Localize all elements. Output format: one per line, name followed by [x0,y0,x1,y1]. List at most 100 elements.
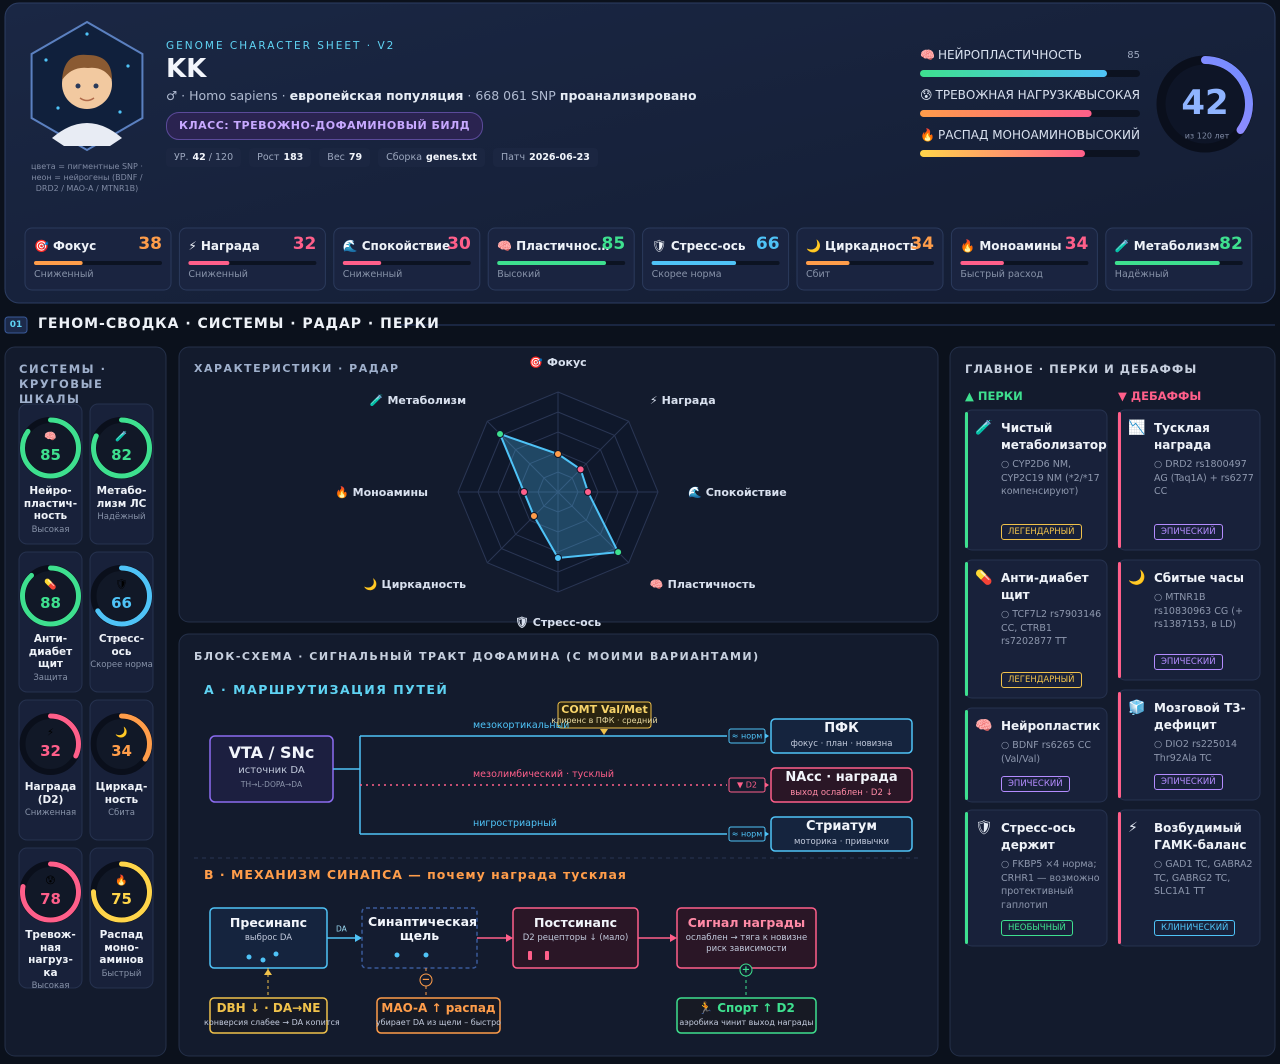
chip: Рост 183 [249,148,312,167]
gauge-icon: ⚡ [47,728,54,739]
stat-name: 🧠 Пластичнос… [497,239,609,253]
perk-icon: ⚡ [1128,820,1138,836]
stat-bar [1114,261,1220,265]
class-badge: КЛАСС: ТРЕВОЖНО-ДОФАМИНОВЫЙ БИЛД [166,112,484,140]
chip-value: 2026-06-23 [529,152,590,163]
section-number: 01 [10,320,23,330]
stat-value: 66 [755,234,780,254]
gauge-value: 66 [111,594,132,612]
route-tag-text: ▼ D2 [737,781,757,790]
stat-value: 34 [910,234,934,254]
node-sub: выброс DA [244,933,293,943]
stat-value: 82 [1219,234,1243,254]
chip-label: Вес [327,152,345,163]
stat-card [178,227,326,291]
radar-category: Пластичность [668,577,756,590]
route-label: нигростриарный [473,818,557,829]
stat-card [642,227,790,291]
stat-icon: 🛡 [651,239,667,253]
meter-icon: 🧠 [920,48,935,62]
flow-section-b: B · МЕХАНИЗМ СИНАПСА — почему награда ту… [204,867,627,882]
gauge-note: Надёжный [97,512,146,522]
radar-label: 🔥 Моноамины [335,486,428,499]
stat-note: Надёжный [1114,269,1169,280]
perk-icon: 🛡 [975,820,993,836]
radar-point [520,488,528,496]
comt-arrow [600,729,608,735]
avatar-spark [85,32,89,36]
avatar-body [52,123,122,146]
node-sub: D2 рецепторы ↓ (мало) [522,933,629,943]
avatar-spark [118,110,122,114]
stat-name: 🧪 Метаболизм [1115,239,1220,253]
radar-category: Моноамины [353,486,428,499]
perk-icon: 📉 [1128,420,1146,436]
radar-label: 🌙 Циркадность [364,577,466,590]
chip-value: genes.txt [426,152,477,163]
rarity-badge: ЭПИЧЕСКИЙ [1001,776,1070,792]
radar-title: ХАРАКТЕРИСТИКИ · РАДАР [194,362,400,375]
route-tag [728,777,766,793]
stat-label: Моноамины [979,239,1062,253]
radar-point [554,450,562,458]
gauge-text: Распад моно-аминов Быстрый [90,929,153,979]
radar-label: 🧪 Метаболизм [370,394,466,407]
perk-body: Чистый метаболизатор ○ CYP2D6 NM, CYP2C19… [1001,420,1107,540]
stat-label: Стресс-ось [670,239,746,253]
vesicle [273,951,279,957]
target-title: NAcc · награда [785,770,898,785]
receptor [528,951,532,960]
stat-icon: ⚡ [188,239,197,253]
gauge-text: Метабо-лизм ЛС Надёжный [90,485,153,522]
route-label: мезолимбический · тусклый [473,769,615,780]
perk-body: Стресс-ось держит ○ FKBP5 ×4 норма; CRHR1… [1001,820,1103,936]
perk-accent [965,710,968,800]
radar-category: Фокус [547,356,587,369]
radar-icon: 🌊 [688,486,702,499]
route-label: мезокортикальный [473,720,570,731]
chip-label: Рост [257,152,280,163]
meter-value: 85 [1127,50,1140,61]
vesicle [260,957,266,963]
meter-level: ВЫСОКАЯ [1078,88,1140,102]
subtitle-part: · 668 061 SNP [467,88,556,103]
gauge-note: Высокая [31,524,70,535]
stat-value: 30 [447,234,471,254]
source-title: VTA / SNc [228,743,315,762]
flow-section-a: A · МАРШРУТИЗАЦИЯ ПУТЕЙ [204,682,449,697]
radar-icon: 🧠 [650,577,664,590]
avatar-spark [56,106,60,110]
gauge-arc [91,417,152,479]
chip-value: 42 [192,152,206,163]
gauge-name: Награда (D2) [24,781,77,806]
stat-bar [188,261,230,265]
synapse-arrow [670,934,677,942]
gauge-arc [20,417,81,479]
radar-label: ⚡ Награда [650,394,716,407]
radar-point [496,430,505,439]
avatar-mouth [79,97,95,102]
gauge-name: Нейро-пластич-ность [23,485,78,522]
radar-icon: 🌙 [364,577,378,590]
stat-icon: 🌙 [806,239,821,253]
chip-label: УР. [174,152,189,163]
target-title: Стриатум [806,819,877,834]
gauge-arc [91,713,152,775]
node-title: Синаптическая щель [368,914,478,943]
gauge-text: Стресс-ось Скорее норма [90,633,153,670]
gauge-name: Циркад-ность [95,781,148,806]
radar-category: Циркадность [381,577,466,590]
perk-title: Тусклая награда [1154,421,1212,452]
perk-title: Анти-диабет щит [1001,571,1089,602]
stat-icon: 🎯 [34,239,49,253]
stat-icon: 🧠 [497,239,513,253]
gauge-name: Тревож-ная нагруз-ка [25,929,76,979]
stat-label: Фокус [52,239,97,253]
meter-name: РАСПАД МОНОАМИНОВ [937,128,1085,142]
stat-bar [806,261,850,265]
perk-body: Тусклая награда ○ DRD2 rs1800497 AG (Taq1… [1154,420,1256,540]
rarity-badge: ЭПИЧЕСКИЙ [1154,774,1223,790]
avatar-spark [126,64,130,68]
node-sub: ослаблен → тяга к новизне риск зависимос… [685,933,808,954]
